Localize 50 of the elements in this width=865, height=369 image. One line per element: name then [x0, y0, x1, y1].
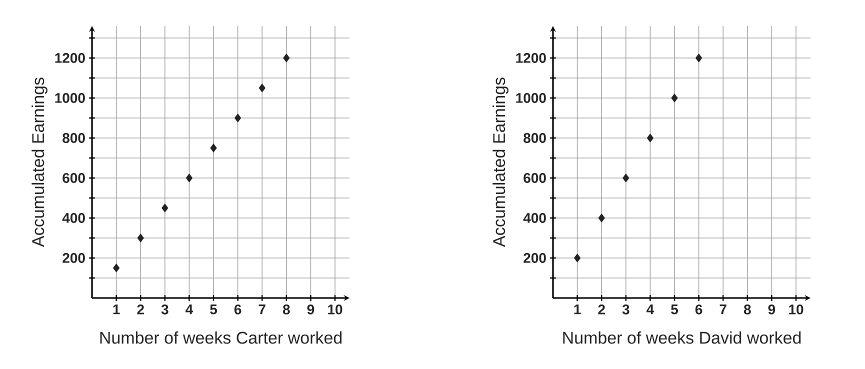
point [622, 174, 630, 182]
y-tick-label: 1200 [55, 53, 85, 63]
point [283, 54, 290, 62]
x-tick-label: 6 [234, 304, 242, 314]
y-tick-label: 600 [524, 173, 546, 183]
y-tick-label: 400 [62, 213, 85, 223]
x-tick-label: 10 [789, 304, 804, 314]
x-tick-label: 7 [720, 304, 726, 314]
y-tick-label: 200 [62, 253, 85, 263]
y-tick-label: 1000 [55, 93, 85, 103]
x-tick-label: 1 [113, 304, 120, 314]
point [162, 204, 168, 212]
point [137, 234, 144, 242]
point [234, 114, 242, 122]
point [210, 144, 217, 152]
x-tick-label: 5 [210, 304, 218, 314]
point [258, 84, 266, 92]
point [186, 174, 193, 182]
x-tick-label: 10 [328, 304, 342, 314]
point [112, 264, 120, 272]
point [671, 94, 678, 102]
x-tick-label: 9 [307, 304, 314, 314]
y-axis-title: Accumulated Earnings [492, 78, 508, 247]
y-tick-label: 1000 [516, 93, 546, 103]
y-tick-label: 600 [62, 173, 85, 183]
x-tick-label: 1 [574, 304, 581, 314]
x-tick-label: 2 [137, 304, 144, 314]
x-tick-label: 5 [671, 304, 678, 314]
point [574, 254, 581, 262]
x-tick-label: 8 [744, 304, 751, 314]
point [646, 134, 654, 142]
x-tick-label: 4 [646, 304, 654, 314]
x-tick-label: 2 [598, 304, 605, 314]
x-tick-label: 7 [258, 304, 266, 314]
y-tick-label: 400 [523, 213, 546, 223]
x-axis-title: Number of weeks Carter worked [100, 331, 342, 344]
x-tick-label: 8 [282, 304, 290, 314]
x-tick-label: 3 [161, 304, 168, 314]
point [598, 214, 605, 222]
y-tick-label: 800 [524, 133, 546, 143]
x-axis-title: Number of weeks David worked [563, 331, 801, 344]
y-tick-label: 800 [62, 133, 85, 143]
x-tick-label: 6 [695, 304, 702, 314]
x-tick-label: 3 [622, 304, 630, 314]
y-tick-label: 200 [524, 253, 546, 263]
y-axis-title: Accumulated Earnings [32, 78, 48, 247]
point [695, 54, 702, 62]
x-tick-label: 4 [186, 304, 194, 314]
x-tick-label: 9 [768, 304, 776, 314]
y-tick-label: 1200 [516, 53, 546, 63]
